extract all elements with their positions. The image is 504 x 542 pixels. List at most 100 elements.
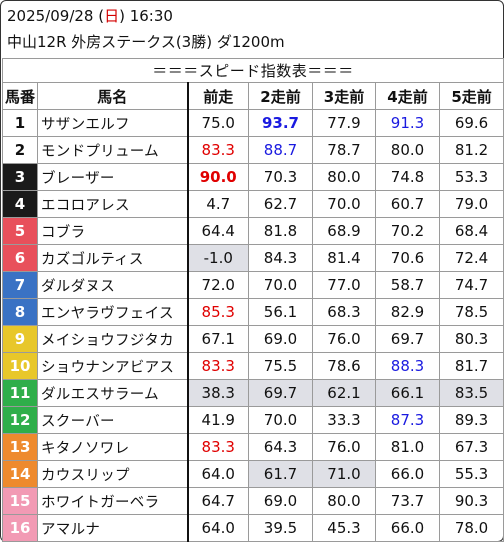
speed-index-value: 78.5 bbox=[438, 298, 504, 326]
speed-index-value: 68.3 bbox=[312, 298, 376, 326]
speed-index-value: 77.0 bbox=[312, 271, 376, 299]
speed-index-value: 80.0 bbox=[312, 487, 376, 515]
horse-name: アマルナ bbox=[37, 514, 188, 542]
speed-index-value: 74.8 bbox=[375, 163, 440, 191]
speed-index-value: 61.7 bbox=[248, 460, 313, 488]
speed-index-value: 83.5 bbox=[438, 379, 504, 407]
date-suffix: ) 16:30 bbox=[119, 7, 173, 25]
speed-index-value: 53.3 bbox=[438, 163, 504, 191]
speed-index-table: ＝＝＝スピード指数表＝＝＝ 馬番 馬名 前走 2走前 3走前 4走前 5走前 1… bbox=[1, 58, 504, 542]
speed-index-value: 4.7 bbox=[186, 190, 249, 218]
header-horse-number: 馬番 bbox=[2, 82, 38, 110]
table-row: 11 ダルエスサラーム 38.3 69.7 62.1 66.1 83.5 bbox=[2, 379, 504, 407]
horse-name: ダルダヌス bbox=[37, 271, 188, 299]
horse-number: 10 bbox=[2, 352, 38, 380]
horse-name: モンドプリューム bbox=[37, 136, 188, 164]
race-info: 中山12R 外房ステークス(3勝) ダ1200m bbox=[7, 33, 285, 51]
speed-index-value: 69.7 bbox=[375, 325, 440, 353]
table-row: 2 モンドプリューム 83.3 88.7 78.7 80.0 81.2 bbox=[2, 136, 504, 164]
speed-index-value: 70.0 bbox=[312, 190, 376, 218]
speed-index-value: 75.5 bbox=[248, 352, 313, 380]
horse-number: 5 bbox=[2, 217, 38, 245]
speed-index-value: 69.7 bbox=[248, 379, 313, 407]
speed-index-value: 70.0 bbox=[248, 271, 313, 299]
horse-number: 13 bbox=[2, 433, 38, 461]
speed-index-value: 72.4 bbox=[438, 244, 504, 272]
speed-index-value: 83.3 bbox=[186, 352, 249, 380]
race-datetime: 2025/09/28 (日) 16:30 bbox=[7, 6, 173, 26]
horse-number: 2 bbox=[2, 136, 38, 164]
speed-index-value: 84.3 bbox=[248, 244, 313, 272]
speed-index-value: 76.0 bbox=[312, 325, 376, 353]
table-row: 3 ブレーザー 90.0 70.3 80.0 74.8 53.3 bbox=[2, 163, 504, 191]
speed-index-value: 70.2 bbox=[375, 217, 440, 245]
table-header-row: 馬番 馬名 前走 2走前 3走前 4走前 5走前 bbox=[2, 82, 504, 110]
horse-number: 12 bbox=[2, 406, 38, 434]
speed-index-value: 79.0 bbox=[438, 190, 504, 218]
speed-index-value: 64.3 bbox=[248, 433, 313, 461]
header-5-races-ago: 5走前 bbox=[438, 82, 504, 110]
header-2-races-ago: 2走前 bbox=[248, 82, 313, 110]
speed-index-value: 58.7 bbox=[375, 271, 440, 299]
speed-index-value: 60.7 bbox=[375, 190, 440, 218]
speed-index-value: 88.3 bbox=[375, 352, 440, 380]
speed-index-value: 67.1 bbox=[186, 325, 249, 353]
speed-index-value: 90.0 bbox=[186, 163, 249, 191]
horse-number: 9 bbox=[2, 325, 38, 353]
speed-index-value: 91.3 bbox=[375, 109, 440, 137]
speed-index-value: 69.0 bbox=[248, 487, 313, 515]
speed-index-value: 77.9 bbox=[312, 109, 376, 137]
speed-index-value: 81.8 bbox=[248, 217, 313, 245]
date-prefix: 2025/09/28 ( bbox=[7, 7, 105, 25]
speed-index-value: 64.4 bbox=[186, 217, 249, 245]
speed-index-value: 75.0 bbox=[186, 109, 249, 137]
table-row: 13 キタノソワレ 83.3 64.3 76.0 81.0 67.3 bbox=[2, 433, 504, 461]
speed-index-value: 70.0 bbox=[248, 406, 313, 434]
speed-index-value: 56.1 bbox=[248, 298, 313, 326]
speed-index-value: 81.0 bbox=[375, 433, 440, 461]
speed-index-value: 81.4 bbox=[312, 244, 376, 272]
speed-index-value: 80.0 bbox=[375, 136, 440, 164]
speed-index-value: -1.0 bbox=[186, 244, 249, 272]
speed-index-value: 78.6 bbox=[312, 352, 376, 380]
speed-index-value: 88.7 bbox=[248, 136, 313, 164]
speed-index-value: 69.0 bbox=[248, 325, 313, 353]
horse-name: キタノソワレ bbox=[37, 433, 188, 461]
speed-index-value: 64.0 bbox=[186, 514, 249, 542]
speed-index-value: 78.0 bbox=[438, 514, 504, 542]
speed-index-value: 62.1 bbox=[312, 379, 376, 407]
horse-name: エンヤラヴフェイス bbox=[37, 298, 188, 326]
header-3-races-ago: 3走前 bbox=[312, 82, 376, 110]
horse-name: コブラ bbox=[37, 217, 188, 245]
horse-number: 16 bbox=[2, 514, 38, 542]
speed-index-value: 87.3 bbox=[375, 406, 440, 434]
speed-index-value: 93.7 bbox=[248, 109, 313, 137]
header-horse-name: 馬名 bbox=[37, 82, 188, 110]
horse-name: スクーバー bbox=[37, 406, 188, 434]
speed-index-value: 78.7 bbox=[312, 136, 376, 164]
header-last-race: 前走 bbox=[186, 82, 249, 110]
table-title-row: ＝＝＝スピード指数表＝＝＝ bbox=[1, 58, 504, 83]
table-row: 4 エコロアレス 4.7 62.7 70.0 60.7 79.0 bbox=[2, 190, 504, 218]
day-of-week: 日 bbox=[104, 7, 120, 25]
speed-index-value: 68.4 bbox=[438, 217, 504, 245]
speed-index-value: 67.3 bbox=[438, 433, 504, 461]
horse-name: サザンエルフ bbox=[37, 109, 188, 137]
table-row: 1 サザンエルフ 75.0 93.7 77.9 91.3 69.6 bbox=[2, 109, 504, 137]
horse-name: ダルエスサラーム bbox=[37, 379, 188, 407]
horse-number: 11 bbox=[2, 379, 38, 407]
speed-index-value: 89.3 bbox=[438, 406, 504, 434]
table-row: 16 アマルナ 64.0 39.5 45.3 66.0 78.0 bbox=[2, 514, 504, 542]
table-row: 10 ショウナンアビアス 83.3 75.5 78.6 88.3 81.7 bbox=[2, 352, 504, 380]
speed-index-value: 69.6 bbox=[438, 109, 504, 137]
speed-index-value: 80.0 bbox=[312, 163, 376, 191]
horse-number: 1 bbox=[2, 109, 38, 137]
speed-index-value: 90.3 bbox=[438, 487, 504, 515]
horse-name: エコロアレス bbox=[37, 190, 188, 218]
table-row: 6 カズゴルティス -1.0 84.3 81.4 70.6 72.4 bbox=[2, 244, 504, 272]
speed-index-value: 39.5 bbox=[248, 514, 313, 542]
speed-index-value: 66.0 bbox=[375, 514, 440, 542]
horse-name: ホワイトガーベラ bbox=[37, 487, 188, 515]
speed-index-value: 81.2 bbox=[438, 136, 504, 164]
horse-name: ブレーザー bbox=[37, 163, 188, 191]
